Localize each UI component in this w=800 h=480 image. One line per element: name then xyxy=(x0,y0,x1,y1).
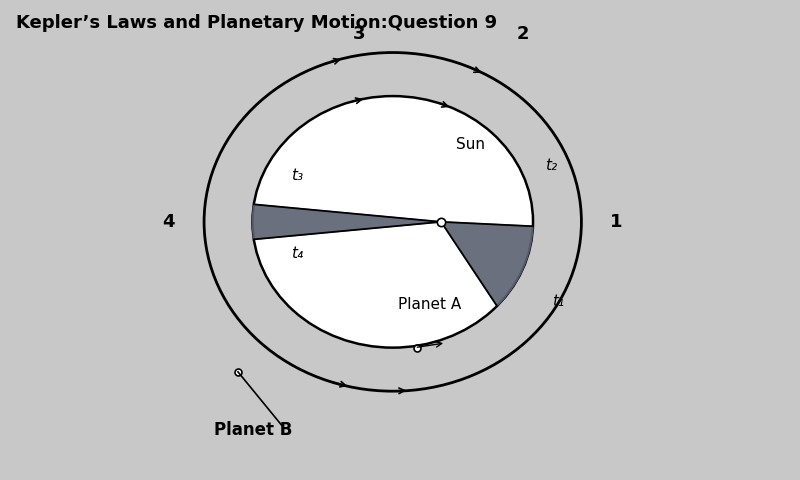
Text: t₁: t₁ xyxy=(552,294,565,310)
Ellipse shape xyxy=(253,96,533,348)
Text: 2: 2 xyxy=(517,25,530,43)
Text: Kepler’s Laws and Planetary Motion:Question 9: Kepler’s Laws and Planetary Motion:Quest… xyxy=(16,14,497,33)
Polygon shape xyxy=(253,204,441,240)
Text: 4: 4 xyxy=(162,213,175,231)
Text: 1: 1 xyxy=(610,213,623,231)
Text: Planet B: Planet B xyxy=(214,420,292,439)
Text: 3: 3 xyxy=(353,25,365,43)
Text: t₄: t₄ xyxy=(291,246,303,261)
Text: Sun: Sun xyxy=(456,137,485,152)
Text: Planet A: Planet A xyxy=(398,297,461,312)
Text: t₂: t₂ xyxy=(545,158,558,173)
Text: t₃: t₃ xyxy=(291,168,303,183)
Polygon shape xyxy=(441,222,533,306)
